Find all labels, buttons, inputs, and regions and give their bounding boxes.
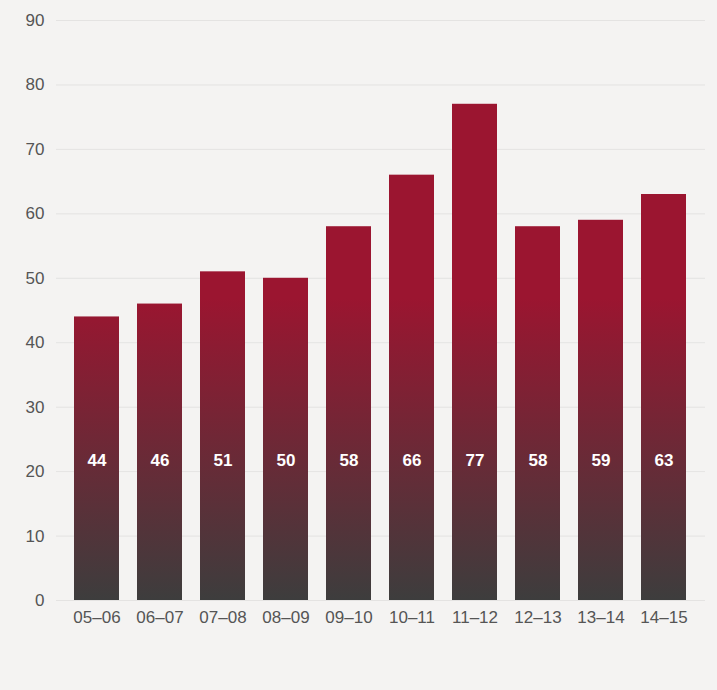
svg-text:13–14: 13–14: [577, 608, 624, 627]
svg-text:51: 51: [214, 451, 233, 470]
svg-text:90: 90: [26, 11, 45, 30]
svg-text:0: 0: [35, 591, 44, 610]
svg-text:58: 58: [529, 451, 548, 470]
svg-text:05–06: 05–06: [73, 608, 120, 627]
svg-text:50: 50: [26, 269, 45, 288]
svg-text:06–07: 06–07: [136, 608, 183, 627]
svg-text:44: 44: [88, 451, 107, 470]
svg-text:10–11: 10–11: [389, 608, 435, 627]
svg-text:10: 10: [26, 526, 45, 545]
svg-text:50: 50: [277, 451, 296, 470]
svg-text:09–10: 09–10: [325, 608, 372, 627]
svg-text:07–08: 07–08: [199, 608, 246, 627]
svg-text:40: 40: [26, 333, 45, 352]
svg-text:80: 80: [26, 75, 45, 94]
svg-text:30: 30: [26, 398, 45, 417]
svg-text:77: 77: [466, 451, 485, 470]
svg-text:60: 60: [26, 204, 45, 223]
svg-text:58: 58: [340, 451, 359, 470]
svg-text:46: 46: [151, 451, 170, 470]
svg-text:70: 70: [26, 140, 45, 159]
svg-text:11–12: 11–12: [452, 608, 498, 627]
svg-text:59: 59: [592, 451, 611, 470]
svg-text:63: 63: [655, 451, 674, 470]
svg-text:20: 20: [26, 462, 45, 481]
svg-text:12–13: 12–13: [514, 608, 561, 627]
svg-text:08–09: 08–09: [262, 608, 309, 627]
svg-text:66: 66: [403, 451, 422, 470]
svg-text:14–15: 14–15: [640, 608, 687, 627]
